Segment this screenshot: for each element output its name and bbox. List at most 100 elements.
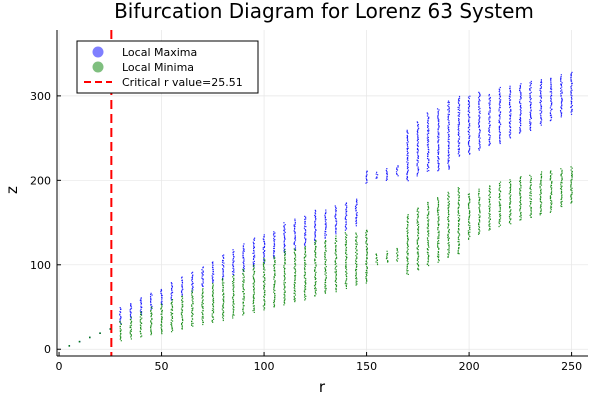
data-point <box>314 212 316 214</box>
data-point <box>130 326 132 328</box>
data-point <box>457 145 460 147</box>
data-point <box>140 336 142 338</box>
data-point <box>467 99 470 102</box>
data-point <box>561 176 563 178</box>
data-point <box>324 253 326 256</box>
data-point <box>365 277 367 279</box>
data-point <box>324 283 326 286</box>
data-point <box>448 203 450 205</box>
data-point <box>262 262 265 264</box>
data-point <box>488 210 491 212</box>
data-point <box>355 218 357 220</box>
data-point <box>478 223 480 225</box>
data-point <box>232 274 235 276</box>
data-point <box>520 211 522 214</box>
data-point <box>406 271 408 273</box>
data-point <box>499 112 501 114</box>
data-point <box>416 147 419 150</box>
data-point <box>570 73 572 75</box>
data-point <box>540 204 542 206</box>
data-point <box>273 252 275 254</box>
data-point <box>182 288 184 290</box>
data-point <box>416 259 418 261</box>
data-point <box>274 239 276 241</box>
data-point <box>335 251 337 253</box>
data-point <box>130 333 132 336</box>
data-point <box>539 207 542 209</box>
data-point <box>437 212 439 214</box>
data-point <box>448 108 450 110</box>
data-point <box>324 267 326 269</box>
data-point <box>478 190 480 192</box>
data-point <box>232 283 234 285</box>
data-point <box>406 177 408 179</box>
data-point <box>222 294 224 296</box>
data-point <box>499 210 501 213</box>
data-point <box>119 314 121 316</box>
data-point <box>243 268 245 270</box>
data-point <box>324 285 326 288</box>
data-point <box>427 252 429 254</box>
data-point <box>478 124 480 127</box>
data-point <box>437 217 439 219</box>
x-tick-label: 200 <box>459 360 480 373</box>
data-point <box>78 340 81 343</box>
data-point <box>529 104 532 107</box>
data-point <box>233 278 235 280</box>
data-point <box>160 303 162 305</box>
data-point <box>458 147 460 149</box>
data-point <box>304 288 307 290</box>
data-point <box>284 263 286 265</box>
data-point <box>571 177 573 179</box>
data-point <box>488 194 490 197</box>
data-point <box>529 121 531 123</box>
data-point <box>294 254 296 256</box>
data-point <box>243 280 245 282</box>
data-point <box>335 285 338 287</box>
data-point <box>417 151 419 153</box>
data-point <box>478 136 480 138</box>
data-point <box>345 252 347 255</box>
data-point <box>437 241 439 243</box>
data-point <box>458 150 460 152</box>
data-point <box>314 269 316 272</box>
data-point <box>499 207 501 209</box>
data-point <box>539 84 542 86</box>
data-point <box>468 129 471 131</box>
data-point <box>273 255 275 257</box>
data-point <box>407 261 409 263</box>
data-point <box>479 230 481 232</box>
data-point <box>498 225 500 228</box>
data-point <box>273 286 275 288</box>
data-point <box>252 265 254 267</box>
data-point <box>499 102 501 104</box>
data-point <box>264 302 266 304</box>
data-point <box>468 110 470 112</box>
data-point <box>458 244 461 246</box>
data-point <box>560 192 562 194</box>
data-point <box>478 103 480 105</box>
data-point <box>222 303 225 305</box>
data-point <box>417 130 419 132</box>
data-point <box>283 280 285 282</box>
data-point <box>510 110 512 112</box>
data-point <box>160 331 163 333</box>
data-point <box>458 227 460 230</box>
data-point <box>263 263 265 265</box>
data-point <box>499 118 501 120</box>
data-point <box>549 115 552 117</box>
data-point <box>345 237 348 239</box>
data-point <box>426 137 428 139</box>
data-point <box>264 243 266 245</box>
data-point <box>139 330 141 332</box>
y-tick-label: 100 <box>30 259 51 272</box>
data-point <box>489 107 491 110</box>
data-point <box>488 140 490 142</box>
data-point <box>498 182 501 185</box>
data-point <box>222 313 224 315</box>
data-point <box>539 101 541 104</box>
data-point <box>386 256 388 258</box>
data-point <box>273 276 275 278</box>
data-point <box>437 197 439 199</box>
data-point <box>458 107 460 109</box>
